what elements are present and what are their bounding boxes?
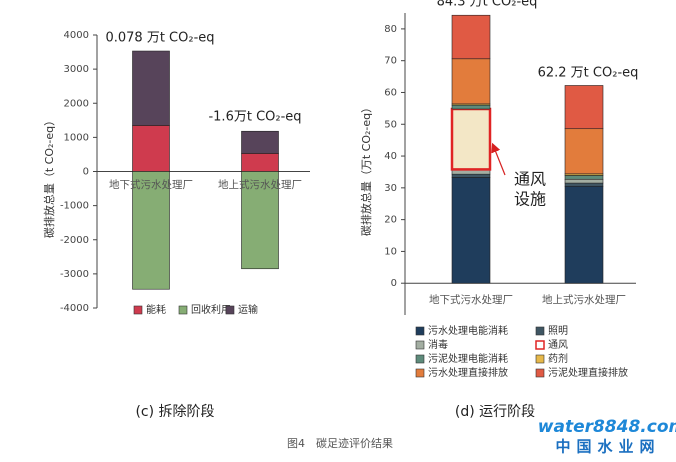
legend-label: 照明 [548, 325, 568, 337]
bar-segment [564, 175, 604, 180]
x-tick-label: 地上式污水处理厂 [542, 293, 626, 306]
legend-swatch [535, 368, 545, 378]
y-tick-label: 80 [384, 24, 397, 35]
bar-segment [132, 50, 170, 126]
x-tick-label: 地下式污水处理厂 [109, 178, 193, 191]
callout-arrow [491, 142, 506, 176]
legend-swatch [415, 326, 425, 336]
caption: (d) 运行阶段 [455, 404, 535, 420]
legend-swatch [415, 368, 425, 378]
bar-segment [451, 104, 491, 110]
watermark: water8848.com [538, 417, 676, 437]
watermark: 中国水业网 [555, 438, 660, 456]
legend-label: 能耗 [146, 303, 166, 316]
y-tick-label: 2000 [64, 98, 89, 109]
annotation: -1.6万t CO₂-eq [208, 110, 301, 125]
y-tick-label: 40 [384, 151, 397, 162]
x-tick-label: 地下式污水处理厂 [429, 293, 513, 306]
legend-label: 回收利用 [191, 303, 231, 316]
legend-swatch [535, 340, 545, 350]
callout-text: 设施 [514, 190, 546, 209]
figure-caption: 图4 碳足迹评价结果 [287, 436, 393, 450]
y-tick-label: 3000 [64, 64, 89, 75]
bar-segment [564, 185, 604, 284]
legend-label: 污泥处理电能消耗 [428, 352, 508, 365]
bar-segment [451, 177, 491, 284]
y-tick-label: -1000 [60, 201, 89, 212]
bar-segment [241, 130, 279, 154]
legend-swatch [133, 305, 143, 315]
y-axis-label: 碳排放总量（t CO₂-eq） [42, 115, 56, 238]
y-tick-label: 50 [384, 119, 397, 130]
legend-label: 污水处理直接排放 [428, 366, 508, 379]
bar-segment [451, 14, 491, 60]
legend-label: 污水处理电能消耗 [428, 324, 508, 337]
bar-segment [241, 171, 279, 270]
y-tick-label: -3000 [60, 269, 89, 280]
y-tick-label: -4000 [60, 303, 89, 314]
legend-label: 通风 [548, 339, 568, 351]
bar-segment [132, 125, 170, 172]
y-tick-label: 70 [384, 56, 397, 67]
bar-segment [241, 153, 279, 172]
callout-text: 通风 [514, 170, 546, 189]
bar-segment [564, 178, 604, 184]
y-tick-label: 1000 [64, 132, 89, 143]
legend-swatch [535, 354, 545, 364]
legend-label: 消毒 [428, 338, 448, 351]
annotation: 62.2 万t CO₂-eq [538, 66, 639, 81]
annotation: 84.3 万t CO₂-eq [437, 0, 538, 10]
bar-segment [132, 171, 170, 290]
y-axis-label: 碳排放总量（万t CO₂-eq） [359, 102, 373, 236]
legend-label: 药剂 [548, 352, 568, 365]
annotation: 0.078 万t CO₂-eq [105, 31, 214, 46]
legend-swatch [225, 305, 235, 315]
bar-segment [564, 128, 604, 175]
bar-segment [564, 182, 604, 187]
bar-segment [564, 85, 604, 130]
y-tick-label: 10 [384, 246, 397, 257]
legend-swatch [415, 354, 425, 364]
legend-swatch [415, 340, 425, 350]
legend-swatch [535, 326, 545, 336]
legend-label: 运输 [238, 303, 258, 316]
y-tick-label: 4000 [64, 30, 89, 41]
bar-segment [451, 58, 491, 105]
y-tick-label: -2000 [60, 235, 89, 246]
y-tick-label: 20 [384, 215, 397, 226]
legend-label: 污泥处理直接排放 [548, 366, 628, 379]
x-tick-label: 地上式污水处理厂 [218, 178, 302, 191]
y-tick-label: 30 [384, 183, 397, 194]
bar-segment [450, 107, 492, 171]
bar-segment [451, 173, 491, 178]
legend-swatch [178, 305, 188, 315]
y-tick-label: 60 [384, 87, 397, 98]
caption: (c) 拆除阶段 [135, 404, 214, 420]
y-tick-label: 0 [391, 278, 397, 289]
y-tick-label: 0 [83, 167, 89, 178]
